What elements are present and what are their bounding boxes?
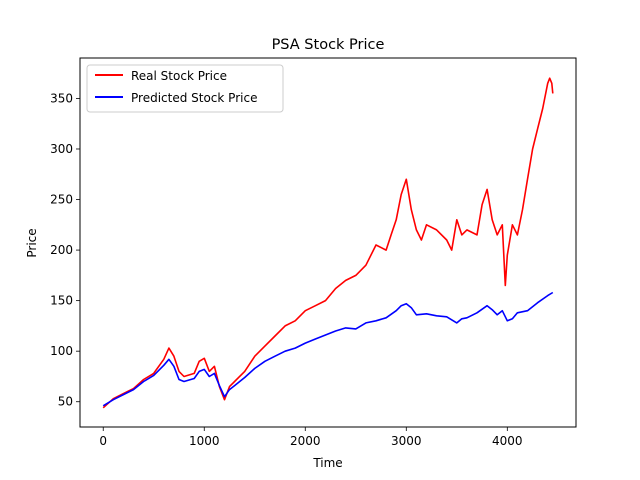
y-axis-label: Price	[25, 228, 39, 257]
x-tick-label: 1000	[189, 434, 220, 448]
x-tick-label: 0	[99, 434, 107, 448]
y-axis: 50 100 150 200 250 300 350	[50, 91, 80, 409]
x-axis-label: Time	[312, 456, 342, 470]
legend-box	[86, 64, 284, 113]
plot-area-frame	[79, 57, 577, 428]
y-tick-label: 200	[50, 243, 73, 257]
y-tick-label: 50	[58, 395, 73, 409]
legend-label-real: Real Stock Price	[131, 69, 227, 83]
chart-title: PSA Stock Price	[272, 37, 385, 53]
legend: Real Stock Price Predicted Stock Price	[86, 64, 284, 113]
x-tick-label: 3000	[391, 434, 422, 448]
legend-label-predicted: Predicted Stock Price	[131, 91, 257, 105]
y-tick-label: 350	[50, 91, 73, 105]
x-axis: 0 1000 2000 3000 4000	[99, 427, 523, 448]
series-line-real	[102, 77, 554, 409]
y-tick-label: 150	[50, 294, 73, 308]
y-tick-label: 250	[50, 193, 73, 207]
x-tick-label: 2000	[290, 434, 321, 448]
y-tick-label: 100	[50, 344, 73, 358]
series-line-predicted	[102, 291, 554, 407]
y-tick-label: 300	[50, 142, 73, 156]
plot-lines	[102, 77, 554, 409]
x-tick-label: 4000	[492, 434, 523, 448]
